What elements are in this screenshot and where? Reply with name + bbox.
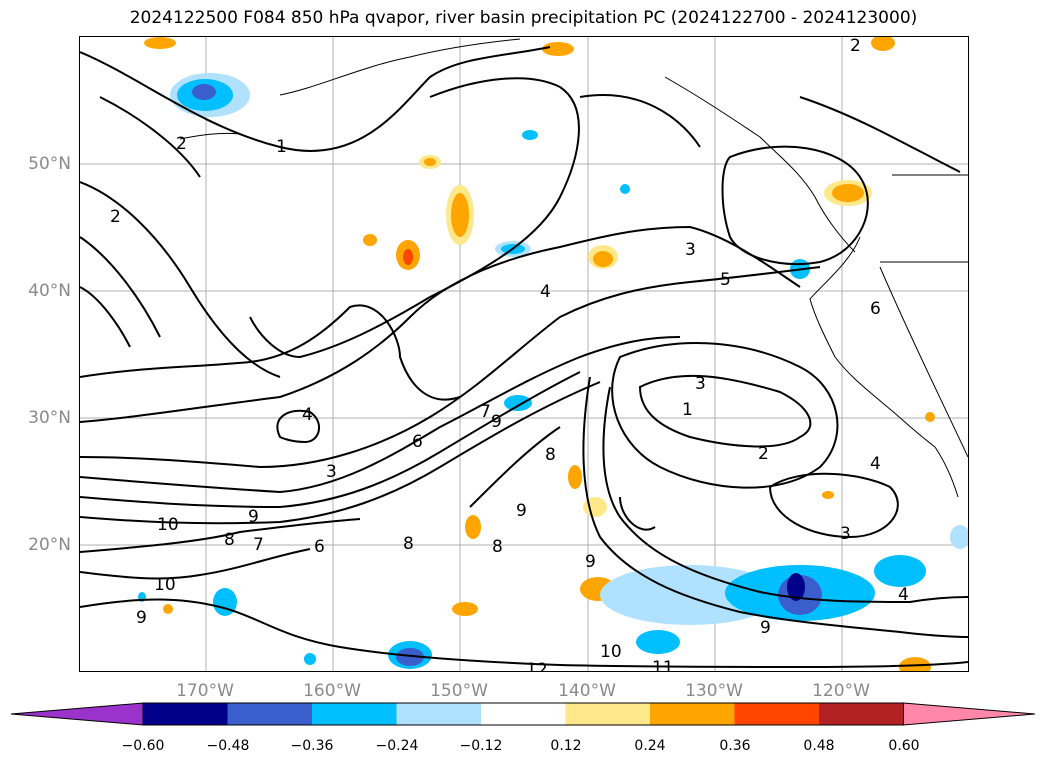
lon-label-130w: 130°W (685, 681, 743, 701)
contour-label: 2 (176, 134, 187, 154)
contour-label: 4 (898, 585, 909, 605)
lon-label-160w: 160°W (303, 681, 361, 701)
map-title: 2024122500 F084 850 hPa qvapor, river ba… (129, 8, 918, 28)
contour-label: 5 (720, 270, 731, 290)
colorbar-segment (312, 703, 397, 725)
contour-label: 1 (682, 400, 693, 420)
contour-label: 4 (302, 405, 313, 425)
contour-label: 8 (403, 534, 414, 554)
contour-label: 2 (850, 37, 861, 56)
contour-label: 2 (110, 207, 121, 227)
colorbar-tick: −0.60 (121, 738, 165, 754)
contour-label: 1 (276, 137, 287, 157)
colorbar (10, 702, 1036, 726)
lon-label-170w: 170°W (176, 681, 234, 701)
lon-label-140w: 140°W (558, 681, 616, 701)
contour-label: 9 (760, 618, 771, 638)
contour-label: 8 (545, 445, 556, 465)
contour-label: 10 (157, 515, 179, 535)
contour-label: 9 (516, 501, 527, 521)
contour-label: 6 (412, 432, 423, 452)
colorbar-outline (142, 702, 904, 726)
colorbar-segment (227, 703, 312, 725)
colorbar-extend-low (10, 702, 144, 726)
colorbar-segment (396, 703, 481, 725)
contour-label: 6 (314, 537, 325, 557)
colorbar-tick: 0.48 (803, 738, 835, 754)
colorbar-tick: 0.60 (888, 738, 920, 754)
contour-label: 9 (585, 552, 596, 572)
contour-label: 4 (540, 282, 551, 302)
graticule (80, 37, 968, 671)
contour-lines (79, 46, 969, 669)
contour-label: 11 (652, 658, 674, 671)
coastlines (179, 38, 969, 498)
lat-label-20n: 20°N (28, 535, 71, 555)
colorbar-tick: 0.12 (550, 738, 582, 754)
colorbar-tick: 0.24 (634, 738, 666, 754)
lat-label-30n: 30°N (28, 408, 71, 428)
colorbar-segment (143, 703, 228, 725)
map-panel: 2 1 2 3 5 4 3 1 4 6 7 9 8 2 3 3 4 10 9 9… (79, 35, 970, 680)
lat-label-50n: 50°N (28, 154, 71, 174)
colorbar-segment (734, 703, 819, 725)
colorbar-tick: −0.36 (290, 738, 334, 754)
contour-label: 2 (758, 444, 769, 464)
contour-label: 10 (600, 642, 622, 662)
contour-label: 8 (492, 537, 503, 557)
colorbar-segment (819, 703, 904, 725)
colorbar-segment (565, 703, 650, 725)
contour-label: 10 (154, 575, 176, 595)
colorbar-extend-high (903, 702, 1036, 726)
contour-value-labels: 2 1 2 3 5 4 3 1 4 6 7 9 8 2 3 3 4 10 9 9… (110, 36, 909, 680)
map-plot: 2 1 2 3 5 4 3 1 4 6 7 9 8 2 3 3 4 10 9 9… (79, 35, 970, 680)
colorbar-tick: −0.48 (206, 738, 250, 754)
lon-label-120w: 120°W (812, 681, 870, 701)
contour-label: 9 (136, 608, 147, 628)
contour-label: 3 (840, 524, 851, 544)
precip-shading (138, 35, 970, 677)
contour-label: 3 (326, 462, 337, 482)
contour-label: 3 (685, 240, 696, 260)
contour-label: 8 (224, 530, 235, 550)
contour-label: 7 (253, 535, 264, 555)
colorbar-segment (481, 703, 566, 725)
contour-label: 7 (480, 402, 491, 422)
contour-label: 3 (695, 374, 706, 394)
contour-label: 12 (526, 660, 548, 671)
lon-label-150w: 150°W (430, 681, 488, 701)
colorbar-segment (650, 703, 735, 725)
colorbar-tick: 0.36 (719, 738, 751, 754)
lat-label-40n: 40°N (28, 281, 71, 301)
contour-label: 4 (870, 454, 881, 474)
contour-label: 9 (248, 507, 259, 527)
colorbar-tick: −0.12 (459, 738, 503, 754)
contour-label: 6 (870, 299, 881, 319)
colorbar-tick: −0.24 (375, 738, 419, 754)
contour-label: 9 (491, 412, 502, 432)
